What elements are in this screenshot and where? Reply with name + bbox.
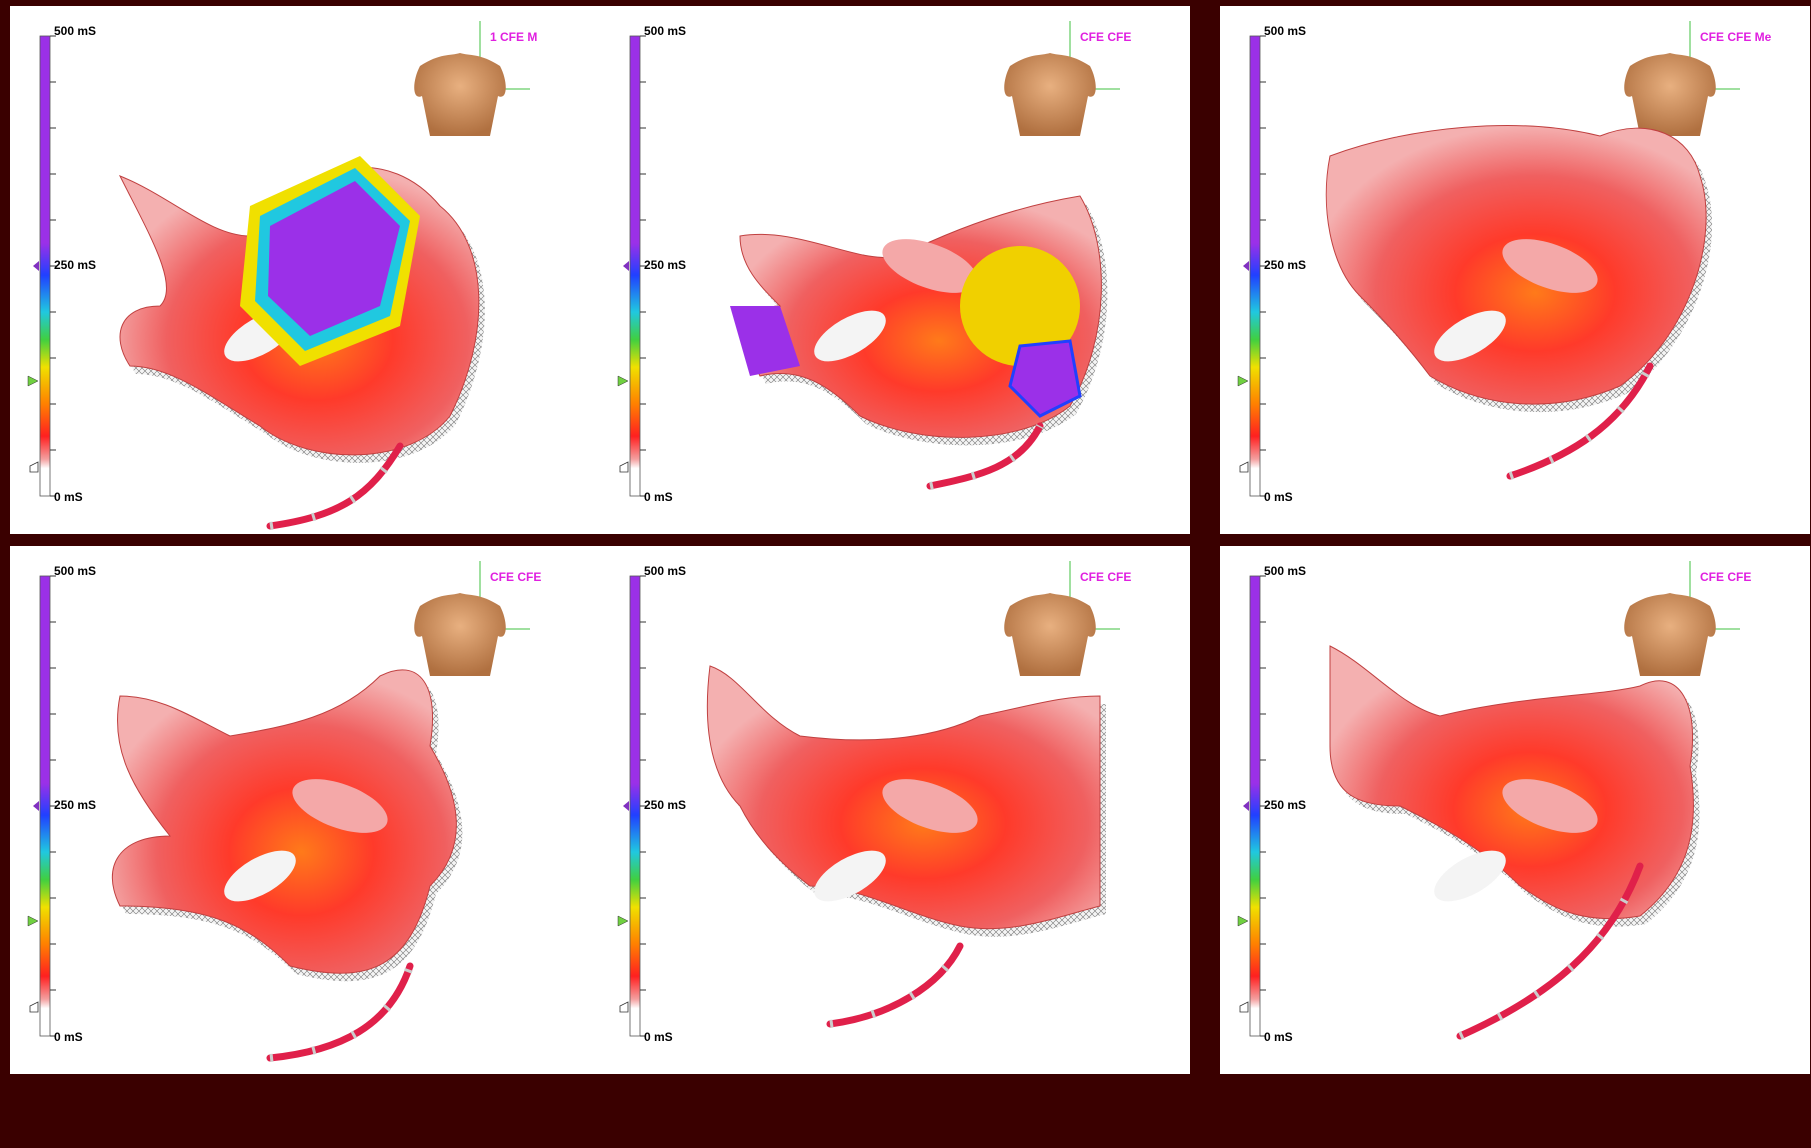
scale-mid-label: 250 mS — [1264, 798, 1306, 812]
scale-mid-label: 250 mS — [644, 798, 686, 812]
scale-max-label: 500 mS — [1264, 564, 1306, 578]
map-label: CFE CFE — [1700, 570, 1751, 584]
map-panel: 500 mS 250 mS 0 mS CFE CFE — [600, 6, 1190, 534]
scale-min-label: 0 mS — [644, 490, 673, 504]
scale-min-label: 0 mS — [1264, 1030, 1293, 1044]
torso-icon — [1004, 593, 1096, 676]
torso-icon — [1004, 53, 1096, 136]
scale-max-label: 500 mS — [54, 24, 96, 38]
torso-icon — [414, 593, 506, 676]
color-bar — [1250, 36, 1260, 496]
map-label: CFE CFE — [1080, 570, 1131, 584]
color-bar — [630, 36, 640, 496]
color-bar — [40, 576, 50, 1036]
scale-min-label: 0 mS — [54, 1030, 83, 1044]
scale-min-label: 0 mS — [644, 1030, 673, 1044]
torso-icon — [1624, 53, 1716, 136]
scale-min-label: 0 mS — [1264, 490, 1293, 504]
torso-icon — [414, 53, 506, 136]
scale-mid-label: 250 mS — [644, 258, 686, 272]
map-panel: 500 mS 250 mS 0 mS 1 CFE M — [10, 6, 600, 534]
map-panel: 500 mS 250 mS 0 mS CFE CFE — [1220, 546, 1810, 1074]
scale-mid-label: 250 mS — [1264, 258, 1306, 272]
scale-max-label: 500 mS — [1264, 24, 1306, 38]
color-bar — [1250, 576, 1260, 1036]
page: 500 mS 250 mS 0 mS 1 CFE M 500 mS 250 mS 0 mS C… — [0, 0, 1811, 1148]
scale-max-label: 500 mS — [644, 24, 686, 38]
map-label: CFE CFE — [1080, 30, 1131, 44]
scale-min-label: 0 mS — [54, 490, 83, 504]
figure: 500 mS 250 mS 0 mS 1 CFE M 500 mS 250 mS 0 mS C… — [0, 0, 1811, 1148]
scale-mid-label: 250 mS — [54, 798, 96, 812]
map-label: 1 CFE M — [490, 30, 537, 44]
map-label: CFE CFE — [490, 570, 541, 584]
torso-icon — [1624, 593, 1716, 676]
scale-max-label: 500 mS — [644, 564, 686, 578]
map-panel: 500 mS 250 mS 0 mS CFE CFE — [600, 546, 1190, 1074]
color-bar — [40, 36, 50, 496]
map-panel: 500 mS 250 mS 0 mS CFE CFE — [10, 546, 600, 1074]
scale-mid-label: 250 mS — [54, 258, 96, 272]
map-panel: 500 mS 250 mS 0 mS CFE CFE Me — [1220, 6, 1810, 534]
scale-max-label: 500 mS — [54, 564, 96, 578]
color-bar — [630, 576, 640, 1036]
map-label: CFE CFE Me — [1700, 30, 1772, 44]
